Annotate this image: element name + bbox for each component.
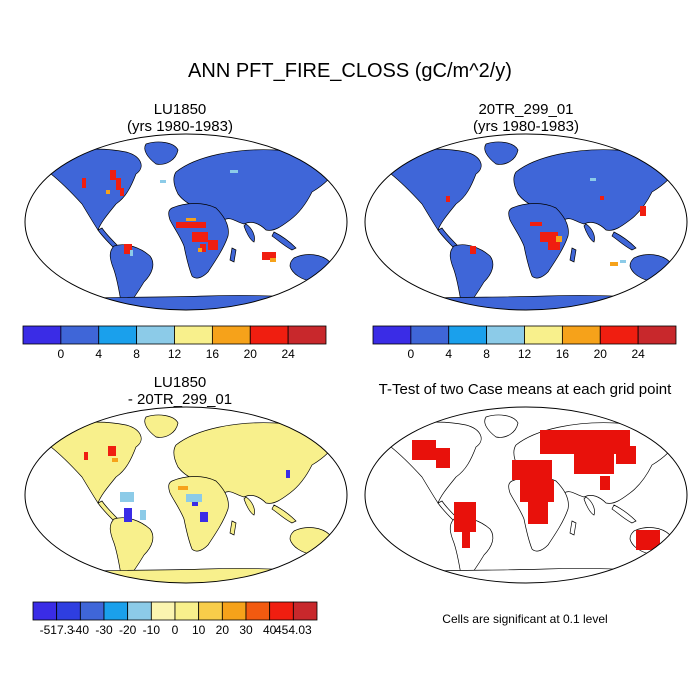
colorbar-case1-swatch: [211, 325, 251, 345]
panel-title-case2: 20TR_299_01 (yrs 1980-1983): [356, 101, 696, 135]
panel-title-ttest: T-Test of two Case means at each grid po…: [378, 381, 672, 398]
colorbar-difference-tick-label: 20: [216, 623, 230, 637]
colorbar-case1-tick-label: 12: [168, 347, 182, 361]
colorbar-difference-swatch: [198, 601, 223, 621]
colorbar-difference-swatch: [174, 601, 200, 621]
colorbar-difference-tick-label: 0: [172, 623, 179, 637]
panel-case2-title-line1: 20TR_299_01: [478, 101, 574, 118]
figure-title: ANN PFT_FIRE_CLOSS (gC/m^2/y): [188, 60, 512, 82]
colorbar-case2-tick-label: 16: [556, 347, 570, 361]
panel-title-case1: LU1850 (yrs 1980-1983): [10, 101, 350, 135]
colorbar-case2-swatch: [524, 325, 563, 345]
colorbar-case2-swatch: [637, 325, 677, 345]
colorbar-case2-swatch: [372, 325, 412, 345]
colorbar-case1-tick-label: 20: [244, 347, 258, 361]
colorbar-case1-swatch: [98, 325, 138, 345]
colorbar-difference-swatch: [150, 601, 176, 621]
map-difference: [24, 406, 348, 584]
colorbar-difference-tick-label: -20: [119, 623, 137, 637]
map-case1: [24, 133, 348, 311]
colorbar-case1-swatch: [174, 325, 213, 345]
colorbar-case1-tick-label: 16: [206, 347, 220, 361]
colorbar-difference-swatch: [245, 601, 271, 621]
colorbar-case2-tick-label: 8: [483, 347, 490, 361]
colorbar-case1-swatch: [287, 325, 327, 345]
colorbar-difference-swatch: [103, 601, 129, 621]
panel-difference-title-line2: - 20TR_299_01: [127, 391, 233, 408]
colorbar-difference-tick-label: -40: [72, 623, 90, 637]
colorbar-case1-swatch: [60, 325, 100, 345]
colorbar-case1-tick-label: 8: [133, 347, 140, 361]
colorbar-case2-swatch: [599, 325, 639, 345]
panel-case1-title-line1: LU1850: [153, 101, 207, 118]
colorbar-case2-swatch: [410, 325, 450, 345]
colorbar-case2-tick-label: 24: [631, 347, 645, 361]
panel-case2-title-line2: (yrs 1980-1983): [473, 118, 579, 135]
panel-title-difference: LU1850 - 20TR_299_01: [10, 374, 350, 408]
map-case2: [364, 133, 688, 311]
colorbar-difference-tick-label: 454.03: [275, 623, 312, 637]
colorbar-difference-swatch: [56, 601, 81, 621]
colorbar-difference-tick-label: 10: [192, 623, 206, 637]
panel-difference-title-line1: LU1850: [153, 374, 207, 391]
colorbar-case1-tick-label: 24: [281, 347, 295, 361]
colorbar-difference-tick-label: 30: [239, 623, 253, 637]
colorbar-case1-swatch: [136, 325, 175, 345]
colorbar-case2: 0 4 8 12 16 20 24: [372, 325, 677, 361]
colorbar-case1-tick-label: 0: [58, 347, 65, 361]
map-ttest: [364, 406, 688, 584]
colorbar-case1-swatch: [249, 325, 289, 345]
colorbar-difference-swatch: [79, 601, 105, 621]
colorbar-difference-tick-label: 40: [263, 623, 277, 637]
colorbar-difference-swatch: [292, 601, 318, 621]
colorbar-difference-swatch: [221, 601, 247, 621]
colorbar-case1-tick-label: 4: [95, 347, 102, 361]
colorbar-case2-tick-label: 12: [518, 347, 532, 361]
colorbar-case2-tick-label: 0: [408, 347, 415, 361]
panel-case1-title-line2: (yrs 1980-1983): [127, 118, 233, 135]
colorbar-difference-swatch: [127, 601, 152, 621]
colorbar-case1: 0 4 8 12 16 20 24: [22, 325, 327, 361]
colorbar-difference-tick-label: -30: [95, 623, 113, 637]
colorbar-difference-swatch: [269, 601, 294, 621]
colorbar-case2-tick-label: 4: [445, 347, 452, 361]
colorbar-case2-tick-label: 20: [594, 347, 608, 361]
colorbar-case2-swatch: [486, 325, 525, 345]
colorbar-difference-tick-label: -517.3: [40, 623, 74, 637]
colorbar-case1-swatch: [22, 325, 62, 345]
colorbar-case2-swatch: [448, 325, 488, 345]
significance-note: Cells are significant at 0.1 level: [442, 612, 608, 626]
colorbar-difference-tick-label: -10: [143, 623, 161, 637]
colorbar-case2-swatch: [561, 325, 601, 345]
colorbar-difference-swatch: [32, 601, 58, 621]
